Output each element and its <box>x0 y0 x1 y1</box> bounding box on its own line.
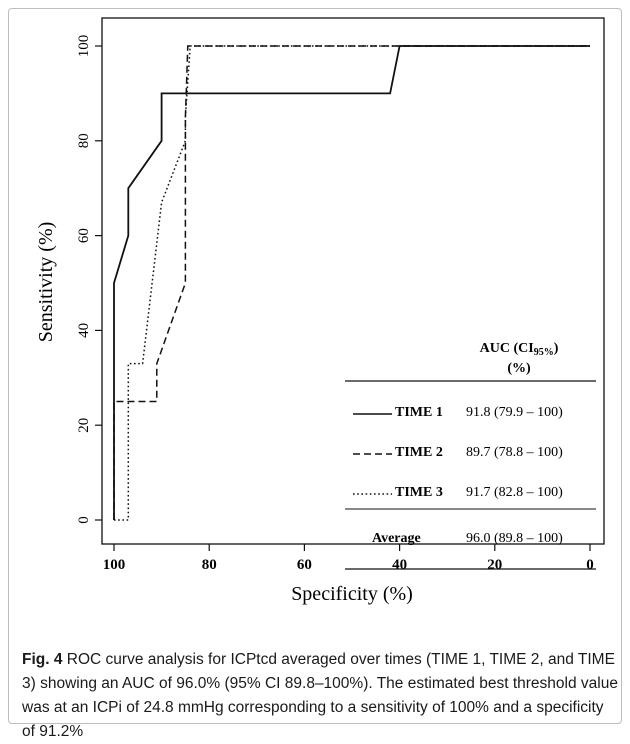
legend-row-value: 89.7 (78.8 – 100) <box>466 445 563 460</box>
x-tick-label: 20 <box>487 557 502 573</box>
x-tick-label: 100 <box>103 557 126 573</box>
x-tick-label: 40 <box>392 557 407 573</box>
y-tick-label: 0 <box>76 516 92 524</box>
legend-table: AUC (CI95%) (%) TIME 1 91.8 (79.9 – 100) T… <box>345 341 596 570</box>
legend-row-label: Average <box>372 531 421 546</box>
figure-caption: Fig. 4 ROC curve analysis for ICPtcd ave… <box>22 648 618 744</box>
series-line-time-1 <box>113 45 590 520</box>
figure-frame <box>8 8 622 724</box>
roc-curves <box>113 45 590 521</box>
y-axis-label: Sensitivity (%) <box>35 222 57 343</box>
legend-row-label: TIME 1 <box>395 405 443 420</box>
caption-label: Fig. 4 <box>22 651 63 668</box>
legend-header-line1: AUC (CI95%) <box>480 341 559 358</box>
legend-header-subscript: 95% <box>534 347 554 358</box>
y-tick-label: 40 <box>76 323 92 338</box>
caption-text: ROC curve analysis for ICPtcd averaged o… <box>22 651 618 740</box>
y-tick-label: 60 <box>76 228 92 243</box>
y-tick-label: 100 <box>76 35 92 58</box>
x-tick-label: 0 <box>586 557 594 573</box>
y-tick-label: 80 <box>76 133 92 148</box>
legend-row-value: 91.7 (82.8 – 100) <box>466 485 563 500</box>
series-line-time-2 <box>113 45 590 520</box>
x-tick-label: 80 <box>202 557 217 573</box>
x-axis-label: Specificity (%) <box>291 583 413 605</box>
plot-area <box>101 17 605 545</box>
legend-header-line2: (%) <box>507 361 531 376</box>
legend-row-value: 96.0 (89.8 – 100) <box>466 531 563 546</box>
x-tick-label: 60 <box>297 557 312 573</box>
legend-row-label: TIME 2 <box>395 445 443 460</box>
legend-row-label: TIME 3 <box>395 485 443 500</box>
y-tick-label: 20 <box>76 418 92 433</box>
legend-row-value: 91.8 (79.9 – 100) <box>466 405 563 420</box>
roc-chart: 100 80 60 40 20 0 0 20 40 60 80 100 AUC (CI95%) (%)… <box>35 17 605 605</box>
series-line-time-3 <box>114 45 590 521</box>
